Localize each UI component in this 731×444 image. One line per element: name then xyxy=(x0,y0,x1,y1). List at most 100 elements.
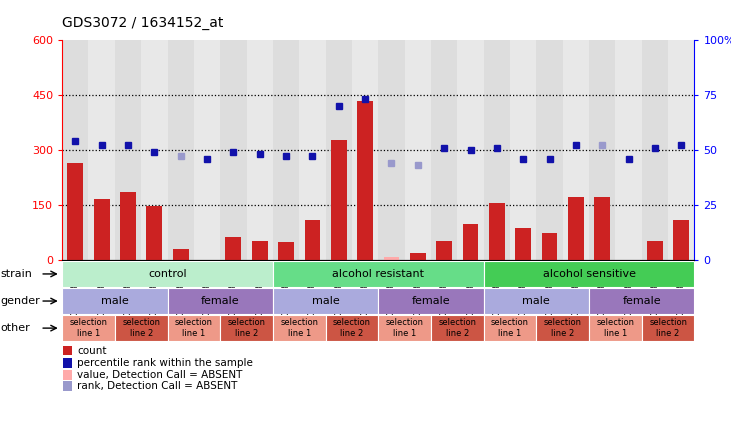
Text: control: control xyxy=(148,269,187,279)
Text: selection
line 1: selection line 1 xyxy=(69,318,107,338)
Bar xyxy=(273,261,484,287)
Bar xyxy=(458,40,484,260)
Bar xyxy=(273,288,379,314)
Bar xyxy=(484,40,510,260)
Text: selection
line 1: selection line 1 xyxy=(386,318,424,338)
Bar xyxy=(220,315,273,341)
Text: count: count xyxy=(77,345,107,356)
Bar xyxy=(642,40,668,260)
Bar xyxy=(542,234,558,260)
Bar xyxy=(489,203,504,260)
Text: strain: strain xyxy=(1,269,33,279)
Bar xyxy=(251,241,268,260)
Bar xyxy=(484,261,694,287)
Text: other: other xyxy=(1,323,31,333)
Bar xyxy=(115,315,167,341)
Bar xyxy=(246,40,273,260)
Text: selection
line 1: selection line 1 xyxy=(175,318,213,338)
Text: rank, Detection Call = ABSENT: rank, Detection Call = ABSENT xyxy=(77,381,238,391)
Bar xyxy=(384,257,399,260)
Bar xyxy=(273,315,325,341)
Bar xyxy=(431,40,458,260)
Text: female: female xyxy=(412,296,450,306)
Bar xyxy=(379,288,484,314)
Bar xyxy=(62,288,167,314)
Bar xyxy=(410,253,425,260)
Bar xyxy=(616,40,642,260)
Text: selection
line 2: selection line 2 xyxy=(544,318,582,338)
Bar xyxy=(589,40,616,260)
Bar xyxy=(673,220,689,260)
Text: value, Detection Call = ABSENT: value, Detection Call = ABSENT xyxy=(77,370,243,380)
Bar xyxy=(220,40,246,260)
Bar xyxy=(194,40,220,260)
Bar xyxy=(563,40,589,260)
Bar xyxy=(647,241,663,260)
Text: gender: gender xyxy=(1,296,40,306)
Bar xyxy=(115,40,141,260)
Bar xyxy=(63,370,72,380)
Bar xyxy=(141,40,167,260)
Bar xyxy=(146,206,162,260)
Bar xyxy=(515,227,531,260)
Bar xyxy=(167,288,273,314)
Bar xyxy=(379,315,431,341)
Bar xyxy=(62,315,115,341)
Text: male: male xyxy=(311,296,339,306)
Text: selection
line 1: selection line 1 xyxy=(596,318,635,338)
Bar xyxy=(436,241,452,260)
Text: selection
line 2: selection line 2 xyxy=(122,318,160,338)
Bar xyxy=(379,40,405,260)
Text: male: male xyxy=(523,296,550,306)
Bar xyxy=(305,220,320,260)
Bar xyxy=(463,224,478,260)
Bar xyxy=(668,40,694,260)
Bar xyxy=(325,40,352,260)
Bar xyxy=(484,288,589,314)
Text: female: female xyxy=(622,296,661,306)
Bar xyxy=(120,192,136,260)
Bar xyxy=(352,40,379,260)
Bar xyxy=(484,315,537,341)
Bar xyxy=(63,381,72,391)
Text: selection
line 1: selection line 1 xyxy=(491,318,529,338)
Bar xyxy=(405,40,431,260)
Text: alcohol resistant: alcohol resistant xyxy=(333,269,424,279)
Text: selection
line 1: selection line 1 xyxy=(280,318,318,338)
Bar xyxy=(568,197,584,260)
Text: female: female xyxy=(201,296,240,306)
Bar xyxy=(67,163,83,260)
Bar xyxy=(537,315,589,341)
Text: selection
line 2: selection line 2 xyxy=(649,318,687,338)
Bar xyxy=(589,288,694,314)
Text: selection
line 2: selection line 2 xyxy=(227,318,265,338)
Bar xyxy=(173,250,189,260)
Text: selection
line 2: selection line 2 xyxy=(333,318,371,338)
Bar xyxy=(299,40,325,260)
Bar xyxy=(273,40,299,260)
Bar xyxy=(88,40,115,260)
Bar xyxy=(510,40,537,260)
Text: male: male xyxy=(101,296,129,306)
Text: GDS3072 / 1634152_at: GDS3072 / 1634152_at xyxy=(62,16,224,30)
Bar xyxy=(225,237,241,260)
Bar xyxy=(357,102,373,260)
Bar xyxy=(642,315,694,341)
Bar xyxy=(167,315,220,341)
Bar xyxy=(589,315,642,341)
Bar xyxy=(325,315,378,341)
Bar xyxy=(94,199,110,260)
Bar xyxy=(63,358,72,368)
Bar xyxy=(537,40,563,260)
Bar xyxy=(431,315,484,341)
Bar xyxy=(63,345,72,355)
Bar xyxy=(62,40,88,260)
Bar xyxy=(167,40,194,260)
Text: percentile rank within the sample: percentile rank within the sample xyxy=(77,358,254,368)
Text: selection
line 2: selection line 2 xyxy=(439,318,477,338)
Bar xyxy=(331,139,346,260)
Bar xyxy=(62,261,273,287)
Bar xyxy=(594,197,610,260)
Text: alcohol sensitive: alcohol sensitive xyxy=(542,269,635,279)
Bar xyxy=(279,242,294,260)
